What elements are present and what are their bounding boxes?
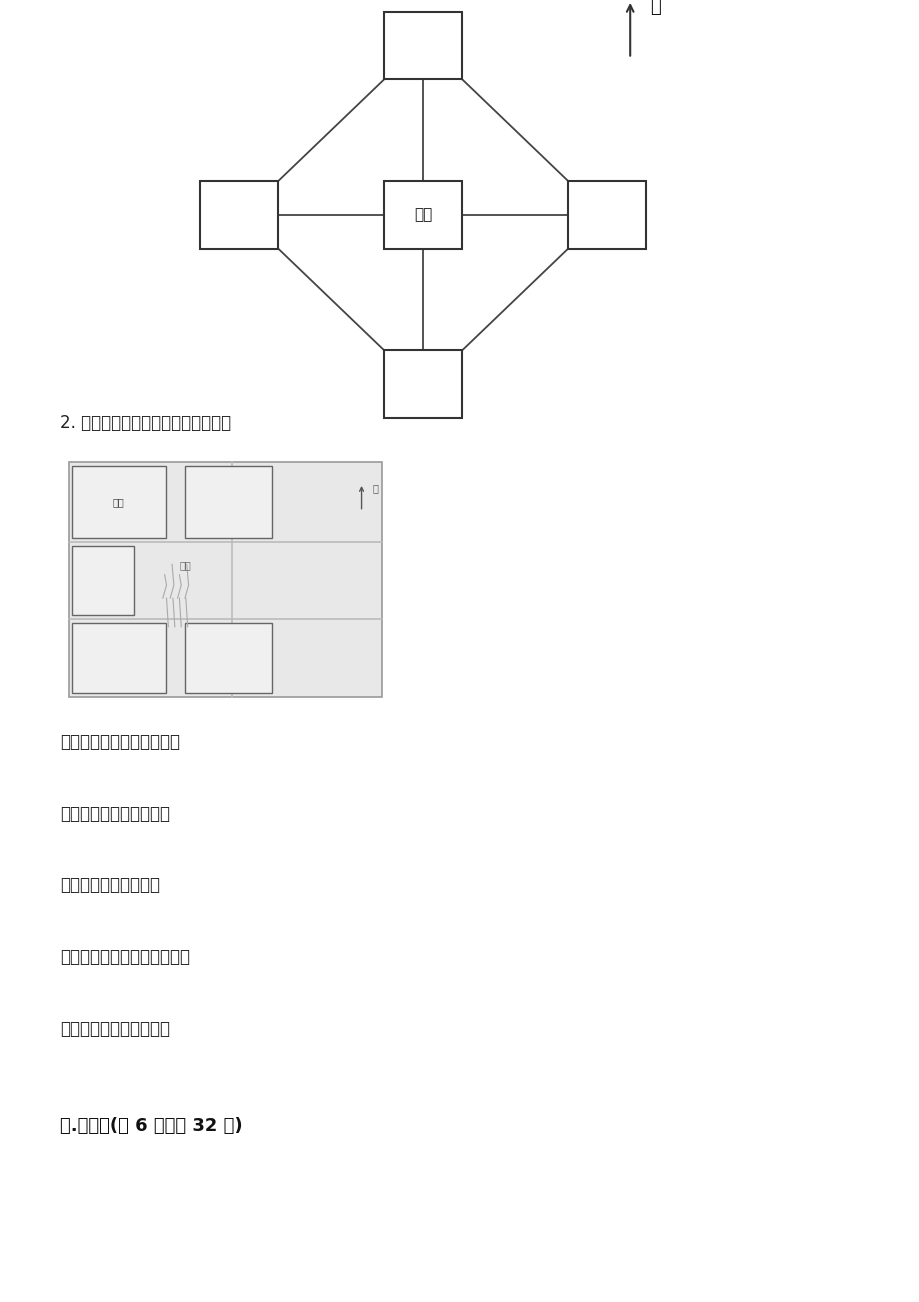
Text: 北: 北 <box>372 483 378 493</box>
Bar <box>72 466 165 538</box>
Text: 餐厅在假山的东南方向。: 餐厅在假山的东南方向。 <box>60 1019 170 1038</box>
Text: 大门在草坪和游乐园的中间。: 大门在草坪和游乐园的中间。 <box>60 948 189 966</box>
Bar <box>185 466 272 538</box>
Text: 小静: 小静 <box>414 207 432 223</box>
Bar <box>185 624 272 693</box>
Text: 六.解答题(共 6 题，共 32 分): 六.解答题(共 6 题，共 32 分) <box>60 1117 243 1135</box>
Bar <box>69 462 381 697</box>
Text: 园林: 园林 <box>113 497 124 506</box>
Text: 假山: 假山 <box>179 561 191 570</box>
Bar <box>568 181 646 249</box>
Text: 游乐园在草坪的北面。: 游乐园在草坪的北面。 <box>60 876 160 894</box>
Bar <box>200 181 278 249</box>
Text: 小卖部在假山的东北方向。: 小卖部在假山的东北方向。 <box>60 733 179 751</box>
Text: 北: 北 <box>650 0 661 16</box>
Bar <box>384 12 462 79</box>
Bar <box>384 181 462 249</box>
Bar <box>384 350 462 418</box>
Bar <box>72 624 165 693</box>
Text: 2. 根据描述在图中标出物体的位置。: 2. 根据描述在图中标出物体的位置。 <box>60 414 231 432</box>
Text: 草坪在假山的西南方向。: 草坪在假山的西南方向。 <box>60 805 170 823</box>
Bar <box>72 546 134 616</box>
